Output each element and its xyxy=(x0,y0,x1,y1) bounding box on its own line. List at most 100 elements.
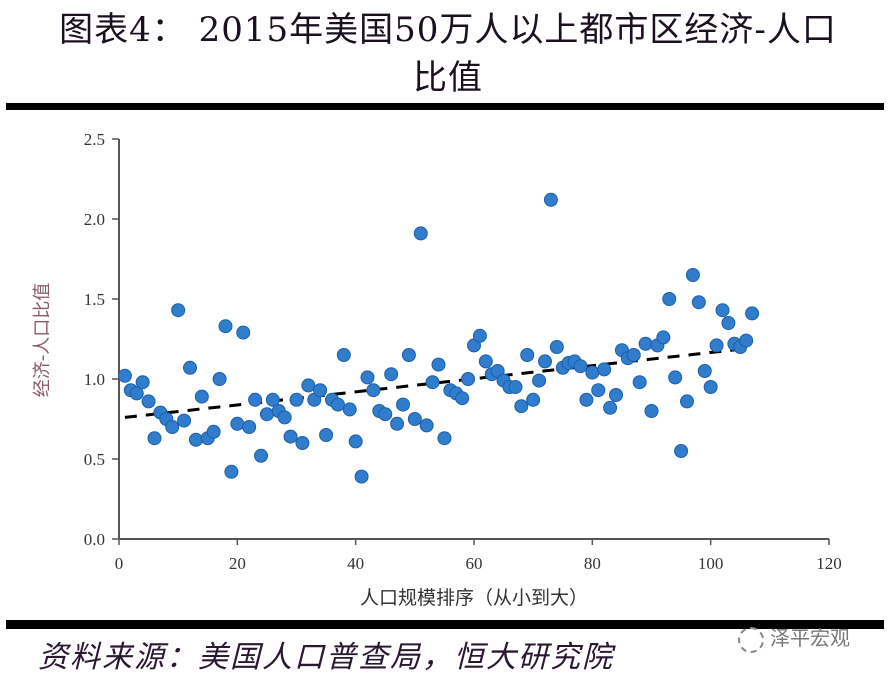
data-point xyxy=(360,370,375,385)
data-points xyxy=(117,192,760,484)
data-point xyxy=(171,303,186,318)
data-point xyxy=(165,420,180,434)
watermark-label: 泽平宏观 xyxy=(770,626,850,650)
title-line-2: 比值 xyxy=(413,58,483,98)
data-point xyxy=(543,192,558,207)
data-point xyxy=(745,306,760,321)
data-point xyxy=(626,348,641,362)
data-point xyxy=(425,375,440,390)
data-point xyxy=(508,380,523,394)
data-point xyxy=(218,319,233,334)
y-tick-label: 1.5 xyxy=(84,290,105,309)
source-note: 资料来源：美国人口普查局，恒大研究院 xyxy=(38,640,614,675)
data-point xyxy=(638,336,653,351)
data-point xyxy=(538,354,552,369)
data-point xyxy=(579,392,594,407)
x-tick-label: 20 xyxy=(229,554,246,573)
y-tick-label: 0.0 xyxy=(84,530,105,549)
data-point xyxy=(721,316,736,330)
data-point xyxy=(313,383,328,398)
data-point xyxy=(336,348,351,362)
data-point xyxy=(295,436,310,450)
data-point xyxy=(366,383,381,398)
data-point xyxy=(342,402,357,417)
y-tick-label: 0.5 xyxy=(84,450,105,469)
data-point xyxy=(236,325,251,340)
data-point xyxy=(597,362,612,377)
axes: 0.0 0.5 1.0 1.5 2.0 2.5 0 20 40 60 80 100 120 人口规模排序（… xyxy=(32,130,842,609)
footer-divider xyxy=(6,620,884,629)
data-point xyxy=(259,407,274,422)
x-tick-label: 120 xyxy=(816,554,842,573)
data-point xyxy=(419,418,434,433)
x-tick-label: 60 xyxy=(466,554,483,573)
data-point xyxy=(135,375,150,390)
data-point xyxy=(129,386,144,401)
data-point xyxy=(330,397,345,412)
data-point xyxy=(147,431,162,446)
scatter-chart: 0.0 0.5 1.0 1.5 2.0 2.5 0 20 40 60 80 100 120 人口规模排序（… xyxy=(32,130,842,609)
data-point xyxy=(194,389,209,404)
data-point xyxy=(662,292,677,306)
data-point xyxy=(248,392,263,407)
data-point xyxy=(703,380,718,394)
data-point xyxy=(632,375,647,390)
data-point xyxy=(242,420,257,434)
x-tick-label: 0 xyxy=(115,554,124,573)
wechat-icon xyxy=(738,626,764,653)
data-point xyxy=(656,330,671,345)
title-line-1: 图表4： 2015年美国50万人以上都市区经济-人口 xyxy=(59,10,837,50)
x-axis-label: 人口规模排序（从小到大） xyxy=(360,587,588,609)
data-point xyxy=(549,340,564,354)
data-point xyxy=(461,372,476,386)
data-point xyxy=(455,391,470,406)
data-point xyxy=(390,416,405,431)
data-point xyxy=(283,429,298,444)
data-point xyxy=(407,412,422,426)
data-point xyxy=(141,394,156,409)
data-point xyxy=(591,383,606,398)
data-point xyxy=(188,432,203,447)
data-point xyxy=(277,410,292,425)
data-point xyxy=(183,360,197,375)
data-point xyxy=(378,407,393,422)
data-point xyxy=(254,448,268,463)
data-point xyxy=(697,364,712,378)
data-point xyxy=(603,400,618,415)
data-point xyxy=(177,413,192,428)
data-point xyxy=(674,444,689,458)
data-point xyxy=(230,416,245,431)
data-point xyxy=(691,295,706,310)
y-axis-label: 经济-人口比值 xyxy=(32,283,53,398)
data-point xyxy=(668,370,683,385)
y-tick-label: 2.5 xyxy=(84,130,105,149)
data-point xyxy=(680,394,694,409)
data-point xyxy=(265,392,280,407)
data-point xyxy=(437,431,452,446)
x-tick-label: 80 xyxy=(584,554,601,573)
data-point xyxy=(514,399,529,414)
data-point xyxy=(472,328,487,343)
x-tick-label: 40 xyxy=(347,554,364,573)
data-point xyxy=(401,348,416,362)
data-point xyxy=(478,354,493,369)
data-point xyxy=(212,372,227,386)
x-tick-label: 100 xyxy=(698,554,724,573)
data-point xyxy=(526,392,541,407)
data-point xyxy=(413,226,428,241)
data-point xyxy=(301,378,316,393)
data-point xyxy=(396,397,410,412)
data-point xyxy=(206,424,221,439)
data-point xyxy=(354,469,369,484)
watermark: 泽平宏观 xyxy=(738,622,850,653)
chart-title: 图表4： 2015年美国50万人以上都市区经济-人口 比值 xyxy=(0,6,896,102)
data-point xyxy=(520,348,535,362)
data-point xyxy=(431,357,446,372)
data-point xyxy=(384,367,399,382)
data-point xyxy=(715,303,730,318)
data-point xyxy=(685,268,700,282)
y-tick-label: 2.0 xyxy=(84,210,105,229)
data-point xyxy=(117,368,132,383)
data-point xyxy=(644,404,659,418)
data-point xyxy=(224,464,239,479)
